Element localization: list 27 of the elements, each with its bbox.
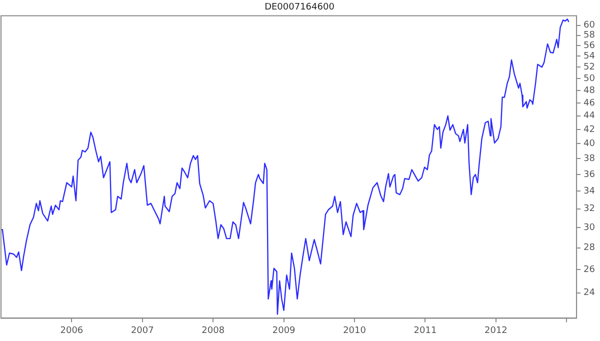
y-tick-label: 28 (584, 243, 596, 254)
y-tick-label: 50 (584, 74, 596, 84)
x-tick-label: 2007 (130, 326, 154, 336)
y-tick-label: 34 (584, 186, 596, 196)
y-tick-label: 24 (584, 288, 596, 298)
y-tick-label: 54 (584, 51, 596, 62)
y-tick-label: 48 (584, 86, 596, 96)
y-tick-label: 44 (584, 111, 596, 122)
x-tick-label: 2011 (414, 326, 437, 336)
y-tick-label: 58 (584, 30, 596, 41)
y-tick-label: 26 (584, 264, 596, 275)
x-tick-label: 2010 (343, 326, 366, 336)
x-tick-label: 2012 (484, 326, 508, 336)
x-tick-label: 2008 (202, 326, 225, 336)
y-tick-label: 56 (584, 40, 596, 51)
y-tick-label: 52 (584, 62, 595, 72)
y-tick-label: 42 (584, 124, 595, 135)
chart-title: DE0007164600 (264, 2, 335, 13)
y-tick-label: 36 (584, 170, 596, 180)
y-tick-label: 40 (584, 139, 596, 150)
y-tick-label: 46 (584, 98, 596, 108)
y-tick-label: 32 (584, 204, 595, 214)
y-tick-label: 30 (584, 223, 596, 234)
y-tick-label: 38 (584, 154, 596, 164)
x-tick-label: 2009 (272, 326, 296, 336)
y-tick-label: 60 (584, 20, 596, 31)
x-tick-label: 2006 (60, 326, 84, 336)
